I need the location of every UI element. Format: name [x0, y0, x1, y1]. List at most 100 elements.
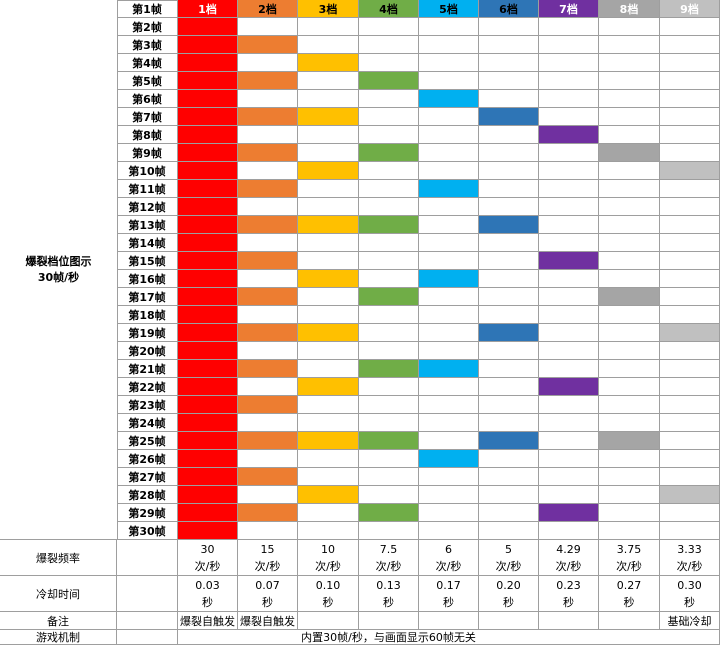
- burst-cell-empty: [419, 54, 479, 72]
- burst-cell-empty: [539, 360, 599, 378]
- burst-cell-active: [178, 54, 238, 72]
- frame-label: 第8帧: [117, 126, 178, 144]
- burst-cell-empty: [599, 234, 660, 252]
- burst-cell-active: [178, 432, 238, 450]
- frame-label: 第17帧: [117, 288, 178, 306]
- burst-cell-empty: [238, 270, 298, 288]
- frame-label: 第30帧: [117, 522, 178, 540]
- burst-cell-empty: [419, 72, 479, 90]
- burst-cell-empty: [599, 252, 660, 270]
- burst-cell-empty: [359, 396, 419, 414]
- cooldown-label: 冷却时间: [0, 576, 117, 612]
- burst-cell-empty: [359, 198, 419, 216]
- burst-cell-active: [298, 270, 359, 288]
- burst-cell-empty: [599, 90, 660, 108]
- burst-cell-empty: [599, 450, 660, 468]
- burst-cell-empty: [479, 450, 539, 468]
- frequency-unit: 次/秒: [616, 559, 642, 573]
- cooldown-unit: 秒: [443, 595, 454, 609]
- burst-cell-active: [238, 108, 298, 126]
- burst-cell-active: [359, 216, 419, 234]
- burst-cell-empty: [359, 342, 419, 360]
- burst-cell-active: [298, 216, 359, 234]
- burst-cell-empty: [419, 36, 479, 54]
- burst-cell-active: [178, 360, 238, 378]
- note-value: [539, 612, 599, 630]
- cooldown-unit: 秒: [383, 595, 394, 609]
- cooldown-unit: 秒: [563, 595, 574, 609]
- burst-cell-empty: [539, 108, 599, 126]
- burst-cell-empty: [419, 18, 479, 36]
- burst-cell-active: [298, 108, 359, 126]
- burst-cell-active: [238, 396, 298, 414]
- burst-cell-empty: [359, 180, 419, 198]
- burst-cell-empty: [599, 504, 660, 522]
- burst-cell-empty: [238, 378, 298, 396]
- burst-cell-empty: [359, 126, 419, 144]
- cooldown-unit: 秒: [202, 595, 213, 609]
- burst-cell-active: [178, 468, 238, 486]
- burst-cell-active: [238, 504, 298, 522]
- burst-cell-active: [238, 36, 298, 54]
- burst-cell-empty: [599, 468, 660, 486]
- frequency-value: 15 次/秒: [238, 540, 298, 576]
- burst-cell-empty: [539, 54, 599, 72]
- frequency-number: 6: [445, 542, 452, 556]
- burst-cell-empty: [660, 342, 720, 360]
- burst-cell-active: [359, 360, 419, 378]
- burst-cell-active: [178, 396, 238, 414]
- burst-cell-active: [359, 72, 419, 90]
- burst-cell-active: [178, 486, 238, 504]
- gear-header: 9档: [660, 0, 720, 18]
- burst-cell-active: [178, 90, 238, 108]
- frame-label: 第15帧: [117, 252, 178, 270]
- burst-cell-empty: [479, 288, 539, 306]
- frequency-number: 3.33: [677, 542, 702, 556]
- burst-cell-empty: [479, 90, 539, 108]
- burst-cell-active: [419, 90, 479, 108]
- side-label: 爆裂档位图示 30帧/秒: [0, 0, 117, 540]
- note-value: [298, 612, 359, 630]
- burst-cell-empty: [419, 252, 479, 270]
- burst-cell-active: [178, 144, 238, 162]
- burst-cell-empty: [298, 306, 359, 324]
- frame-label: 第29帧: [117, 504, 178, 522]
- burst-cell-empty: [539, 324, 599, 342]
- burst-cell-empty: [599, 198, 660, 216]
- burst-cell-active: [178, 198, 238, 216]
- burst-cell-active: [660, 324, 720, 342]
- burst-cell-active: [359, 504, 419, 522]
- burst-cell-empty: [539, 18, 599, 36]
- burst-cell-empty: [419, 234, 479, 252]
- burst-cell-empty: [419, 162, 479, 180]
- burst-cell-active: [178, 108, 238, 126]
- burst-cell-empty: [660, 72, 720, 90]
- cooldown-unit: 秒: [262, 595, 273, 609]
- burst-cell-empty: [660, 234, 720, 252]
- burst-cell-empty: [660, 180, 720, 198]
- burst-cell-empty: [419, 324, 479, 342]
- burst-cell-empty: [479, 522, 539, 540]
- burst-cell-empty: [539, 198, 599, 216]
- burst-cell-empty: [419, 396, 479, 414]
- burst-cell-empty: [298, 90, 359, 108]
- cooldown-spacer: [117, 576, 178, 612]
- burst-cell-empty: [539, 468, 599, 486]
- burst-cell-active: [660, 486, 720, 504]
- burst-cell-empty: [660, 216, 720, 234]
- burst-cell-empty: [599, 396, 660, 414]
- note-value: 基础冷却: [660, 612, 720, 630]
- cooldown-number: 0.30: [677, 578, 702, 592]
- frame-label: 第18帧: [117, 306, 178, 324]
- cooldown-unit: 秒: [322, 595, 334, 609]
- burst-cell-empty: [238, 162, 298, 180]
- burst-cell-active: [238, 216, 298, 234]
- burst-cell-active: [238, 432, 298, 450]
- burst-cell-empty: [660, 522, 720, 540]
- frequency-number: 30: [200, 542, 215, 556]
- burst-cell-active: [298, 162, 359, 180]
- burst-cell-empty: [359, 252, 419, 270]
- burst-cell-empty: [539, 162, 599, 180]
- burst-cell-empty: [539, 36, 599, 54]
- burst-cell-empty: [238, 18, 298, 36]
